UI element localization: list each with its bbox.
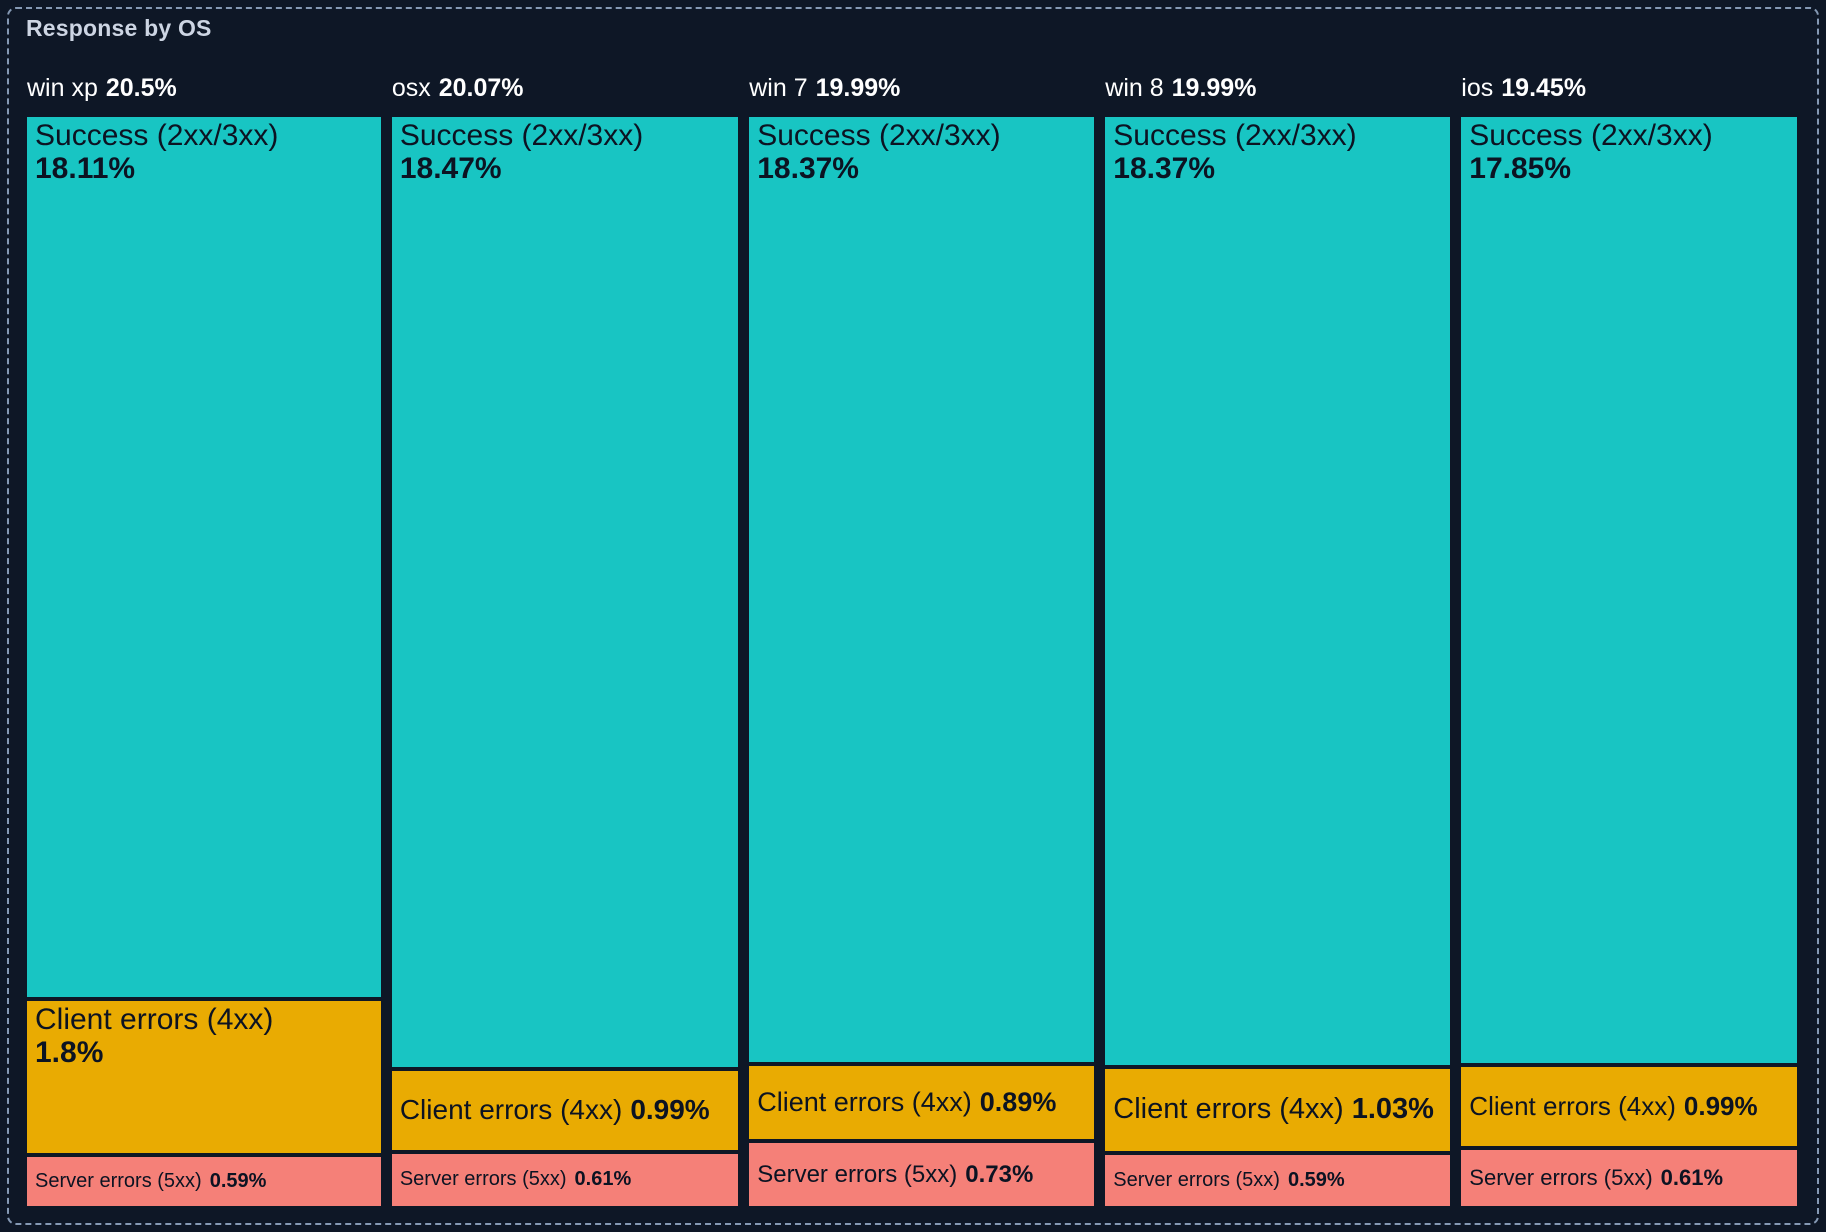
column-header-osx: osx 20.07%: [392, 64, 738, 117]
os-total-pct: 20.5%: [105, 74, 177, 102]
cell-label: Server errors (5xx): [399, 1168, 567, 1191]
cell-label: Success (2xx/3xx): [1469, 119, 1713, 152]
column-header-ios: ios 19.45%: [1461, 64, 1797, 117]
column-body: Success (2xx/3xx) 17.85% Client errors (…: [1461, 117, 1797, 1206]
cell-value: 18.47%: [399, 151, 502, 185]
cell-label: Client errors (4xx): [399, 1094, 623, 1126]
column-header-win-8: win 8 19.99%: [1105, 64, 1450, 117]
column-body: Success (2xx/3xx) 18.11% Client errors (…: [27, 117, 381, 1206]
treemap-cell-server-errors[interactable]: Server errors (5xx) 0.61%: [391, 1153, 739, 1206]
treemap-cell-server-errors[interactable]: Server errors (5xx) 0.73%: [749, 1143, 1095, 1206]
os-total-pct: 19.99%: [815, 74, 901, 102]
cell-label: Success (2xx/3xx): [399, 119, 644, 152]
treemap-chart: win xp 20.5% Success (2xx/3xx) 18.11% Cl…: [27, 64, 1797, 1206]
cell-label: Client errors (4xx): [757, 1087, 972, 1118]
treemap-column-win-xp: win xp 20.5% Success (2xx/3xx) 18.11% Cl…: [27, 64, 381, 1206]
os-total-pct: 19.99%: [1171, 74, 1257, 102]
treemap-cell-success[interactable]: Success (2xx/3xx) 17.85%: [1461, 117, 1797, 1063]
os-label: win xp: [27, 74, 98, 102]
cell-value: 0.99%: [630, 1094, 710, 1126]
treemap-column-ios: ios 19.45% Success (2xx/3xx) 17.85% Clie…: [1461, 64, 1797, 1206]
panel-selection-border[interactable]: [7, 7, 1819, 1225]
column-body: Success (2xx/3xx) 18.37% Client errors (…: [1105, 117, 1451, 1206]
treemap-column-win-7: win 7 19.99% Success (2xx/3xx) 18.37% Cl…: [749, 64, 1095, 1206]
treemap-cell-server-errors[interactable]: Server errors (5xx) 0.59%: [1105, 1154, 1451, 1206]
column-header-win-7: win 7 19.99%: [749, 64, 1094, 117]
cell-label: Server errors (5xx): [35, 1169, 202, 1192]
cell-value: 18.37%: [1113, 151, 1216, 185]
treemap-cell-client-errors[interactable]: Client errors (4xx) 0.89%: [749, 1065, 1095, 1140]
treemap-column-win-8: win 8 19.99% Success (2xx/3xx) 18.37% Cl…: [1105, 64, 1451, 1206]
treemap-cell-client-errors[interactable]: Client errors (4xx) 1.03%: [1105, 1068, 1451, 1151]
cell-value: 1.03%: [1351, 1093, 1434, 1126]
treemap-cell-client-errors[interactable]: Client errors (4xx) 0.99%: [1461, 1066, 1797, 1147]
cell-value: 0.73%: [965, 1160, 1034, 1188]
cell-value: 0.61%: [1660, 1165, 1724, 1191]
treemap-cell-client-errors[interactable]: Client errors (4xx) 1.8%: [27, 1000, 381, 1153]
os-label: osx: [391, 74, 431, 102]
cell-label: Success (2xx/3xx): [1113, 119, 1357, 152]
cell-value: 0.59%: [1287, 1168, 1345, 1191]
os-total-pct: 20.07%: [438, 74, 524, 102]
cell-value: 18.11%: [35, 151, 136, 185]
treemap-column-osx: osx 20.07% Success (2xx/3xx) 18.47% Clie…: [391, 64, 739, 1206]
column-body: Success (2xx/3xx) 18.37% Client errors (…: [749, 117, 1095, 1206]
cell-label: Server errors (5xx): [757, 1160, 958, 1188]
os-label: win 7: [749, 74, 808, 102]
treemap-cell-server-errors[interactable]: Server errors (5xx) 0.61%: [1461, 1150, 1797, 1206]
cell-value: 0.61%: [574, 1168, 632, 1191]
cell-value: 18.37%: [757, 151, 859, 185]
os-label: ios: [1461, 74, 1494, 102]
os-total-pct: 19.45%: [1501, 74, 1587, 102]
cell-label: Client errors (4xx): [35, 1002, 274, 1036]
column-body: Success (2xx/3xx) 18.47% Client errors (…: [391, 117, 739, 1206]
cell-label: Success (2xx/3xx): [757, 119, 1001, 152]
treemap-cell-server-errors[interactable]: Server errors (5xx) 0.59%: [27, 1156, 381, 1206]
cell-label: Server errors (5xx): [1113, 1168, 1280, 1191]
cell-label: Client errors (4xx): [1469, 1090, 1676, 1121]
panel-title: Response by OS: [26, 15, 212, 41]
treemap-cell-success[interactable]: Success (2xx/3xx) 18.37%: [1105, 117, 1451, 1065]
treemap-cell-client-errors[interactable]: Client errors (4xx) 0.99%: [391, 1070, 739, 1150]
treemap-cell-success[interactable]: Success (2xx/3xx) 18.47%: [391, 117, 739, 1067]
cell-value: 1.8%: [35, 1035, 104, 1069]
cell-value: 17.85%: [1469, 151, 1572, 185]
cell-label: Server errors (5xx): [1469, 1165, 1653, 1191]
cell-label: Success (2xx/3xx): [35, 119, 279, 152]
treemap-cell-success[interactable]: Success (2xx/3xx) 18.37%: [749, 117, 1095, 1062]
cell-value: 0.99%: [1683, 1090, 1758, 1121]
cell-value: 0.59%: [209, 1169, 267, 1192]
cell-label: Client errors (4xx): [1113, 1093, 1344, 1126]
treemap-cell-success[interactable]: Success (2xx/3xx) 18.11%: [27, 117, 381, 997]
column-header-win-xp: win xp 20.5%: [27, 64, 381, 117]
cell-value: 0.89%: [979, 1087, 1057, 1118]
os-label: win 8: [1105, 74, 1164, 102]
